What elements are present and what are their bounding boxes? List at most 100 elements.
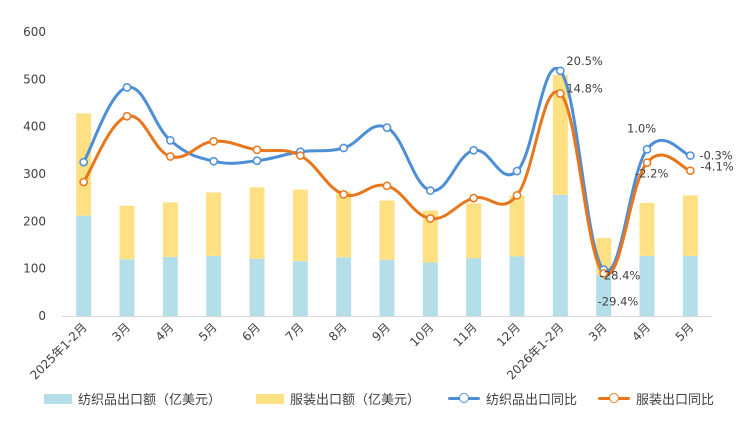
bar-textile-export bbox=[162, 256, 178, 316]
data-label: 14.8% bbox=[566, 82, 603, 96]
bar-apparel-export bbox=[119, 205, 135, 260]
bar-textile-export bbox=[336, 257, 352, 316]
bar-textile-export bbox=[249, 258, 265, 316]
data-label: -28.4% bbox=[600, 269, 641, 283]
x-tick-label: 11月 bbox=[451, 320, 480, 349]
point-apparel-yoy bbox=[685, 166, 695, 176]
y-tick-label: 600 bbox=[23, 25, 46, 39]
point-apparel-yoy bbox=[295, 151, 305, 160]
point-textile-yoy bbox=[252, 156, 262, 166]
x-tick-label: 4月 bbox=[629, 320, 653, 344]
point-apparel-yoy bbox=[252, 145, 262, 155]
point-apparel-yoy bbox=[209, 136, 219, 146]
legend-line-apparel bbox=[598, 392, 630, 405]
legend-label-textile-value: 纺织品出口额（亿美元） bbox=[78, 393, 222, 408]
bar-textile-export bbox=[422, 262, 438, 316]
data-label: -29.4% bbox=[598, 294, 639, 308]
bar-textile-export bbox=[292, 261, 308, 316]
point-textile-yoy bbox=[642, 145, 652, 154]
combo-chart: 0 100 200 300 400 500 600 2025年1-2月 3月 4月 5月 6月 7月 8月… bbox=[23, 25, 734, 383]
data-label: 20.5% bbox=[566, 54, 603, 68]
y-tick-label: 200 bbox=[23, 214, 46, 228]
point-apparel-yoy bbox=[165, 152, 175, 161]
point-textile-yoy bbox=[339, 143, 349, 153]
bar-apparel-export bbox=[336, 191, 352, 258]
bar-apparel-export bbox=[552, 75, 568, 195]
point-apparel-yoy bbox=[555, 89, 565, 98]
data-label: 1.0% bbox=[627, 121, 656, 135]
bar-textile-export bbox=[509, 256, 525, 316]
point-textile-yoy bbox=[425, 186, 435, 195]
line-textile-yoy bbox=[82, 66, 692, 273]
bar-apparel-export bbox=[466, 203, 482, 259]
bar-textile-export bbox=[119, 259, 135, 316]
bar-textile-export bbox=[552, 194, 568, 316]
bar-textile-export bbox=[206, 255, 222, 316]
bar-textile-export bbox=[76, 215, 92, 316]
legend-item-apparel-value: 服装出口额（亿美元） bbox=[256, 389, 420, 408]
y-tick-label: 500 bbox=[23, 72, 46, 86]
bar-apparel-export bbox=[639, 202, 655, 256]
bar-apparel-export bbox=[249, 187, 265, 259]
legend-item-textile-yoy: 纺织品出口同比 bbox=[448, 389, 577, 408]
point-apparel-yoy bbox=[469, 193, 479, 203]
point-apparel-yoy bbox=[382, 181, 392, 191]
legend-line-textile bbox=[448, 392, 480, 405]
point-textile-yoy bbox=[165, 136, 175, 145]
bar-apparel-export bbox=[292, 189, 308, 262]
x-tick-label: 9月 bbox=[369, 320, 393, 344]
point-apparel-yoy bbox=[642, 158, 652, 167]
point-textile-yoy bbox=[382, 123, 392, 132]
point-apparel-yoy bbox=[512, 190, 522, 200]
point-apparel-yoy bbox=[79, 177, 89, 187]
point-textile-yoy bbox=[512, 166, 522, 176]
bar-apparel-export bbox=[509, 195, 525, 257]
x-tick-label: 5月 bbox=[673, 320, 697, 344]
y-tick-label: 100 bbox=[23, 262, 46, 276]
y-tick-label: 400 bbox=[23, 120, 46, 134]
legend-swatch-apparel bbox=[256, 393, 284, 404]
point-textile-yoy bbox=[79, 157, 89, 167]
legend-label-apparel-value: 服装出口额（亿美元） bbox=[290, 393, 421, 408]
legend-swatch-textile bbox=[44, 393, 72, 404]
bar-apparel-export bbox=[422, 210, 438, 263]
y-tick-label: 300 bbox=[23, 167, 46, 181]
bar-apparel-export bbox=[682, 195, 698, 256]
bar-textile-export bbox=[596, 274, 612, 316]
point-apparel-yoy bbox=[339, 190, 349, 199]
legend-item-apparel-yoy: 服装出口同比 bbox=[598, 389, 714, 408]
point-textile-yoy bbox=[122, 83, 132, 92]
x-tick-label: 8月 bbox=[326, 320, 350, 344]
legend-item-textile-value: 纺织品出口额（亿美元） bbox=[44, 389, 221, 408]
data-label: -0.3% bbox=[699, 149, 732, 163]
point-textile-yoy bbox=[555, 66, 565, 76]
bar-textile-export bbox=[682, 255, 698, 316]
legend-label-textile-yoy: 纺织品出口同比 bbox=[486, 393, 578, 408]
legend-label-apparel-yoy: 服装出口同比 bbox=[636, 393, 715, 408]
chart-legend: 纺织品出口额（亿美元） 服装出口额（亿美元） 纺织品出口同比 服装出口同比 bbox=[0, 389, 741, 415]
point-textile-yoy bbox=[469, 145, 479, 155]
x-tick-label: 7月 bbox=[283, 320, 307, 344]
data-label: -4.1% bbox=[700, 160, 733, 174]
x-tick-label: 4月 bbox=[153, 320, 177, 344]
x-tick-label: 6月 bbox=[239, 320, 263, 344]
data-label: -2.2% bbox=[635, 167, 668, 181]
x-tick-label: 12月 bbox=[494, 320, 523, 349]
x-tick-label: 3月 bbox=[586, 320, 610, 344]
bar-apparel-export bbox=[379, 200, 395, 260]
y-tick-label: 0 bbox=[38, 309, 46, 323]
point-apparel-yoy bbox=[425, 214, 435, 223]
x-tick-label: 2025年1-2月 bbox=[27, 320, 89, 382]
bar-textile-export bbox=[379, 259, 395, 316]
point-apparel-yoy bbox=[599, 269, 609, 278]
x-tick-label: 5月 bbox=[196, 320, 220, 344]
x-tick-label: 10月 bbox=[407, 320, 436, 349]
x-tick-label: 3月 bbox=[109, 320, 133, 344]
bar-apparel-export bbox=[162, 202, 178, 257]
bar-textile-export bbox=[639, 255, 655, 316]
point-textile-yoy bbox=[685, 151, 695, 160]
point-apparel-yoy bbox=[122, 111, 132, 121]
point-textile-yoy bbox=[209, 156, 219, 166]
bar-textile-export bbox=[466, 258, 482, 316]
